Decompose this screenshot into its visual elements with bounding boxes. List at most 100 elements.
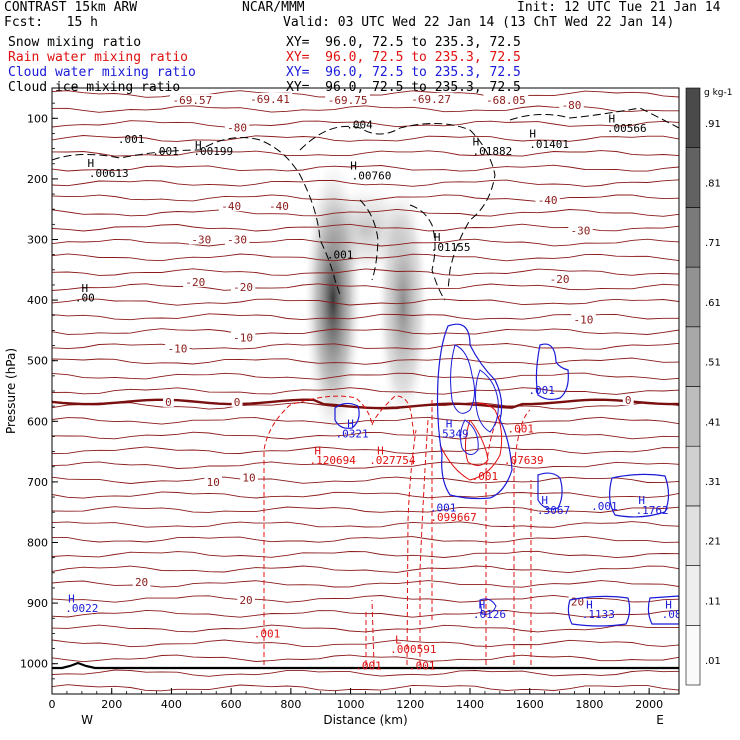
- isotherm-line: [52, 535, 679, 543]
- y-tick-label: 800: [27, 537, 48, 550]
- field-annotation: H: [446, 418, 453, 431]
- cloud-ice-contour: [359, 199, 379, 281]
- isotherm-label: -30: [191, 234, 211, 247]
- field-annotation: H: [609, 112, 616, 125]
- x-tick-label: 1000: [337, 698, 365, 711]
- rain-contour: [406, 429, 417, 666]
- field-annotation: .001: [355, 660, 382, 673]
- y-tick-label: 300: [27, 234, 48, 247]
- isotherm-line: [52, 179, 679, 187]
- field-annotation: .3067: [537, 504, 570, 517]
- field-label-snow: Snow mixing ratio: [8, 35, 142, 50]
- field-annotation: .1762: [636, 504, 669, 517]
- field-annotation: H: [479, 598, 486, 611]
- field-annotation: H: [541, 494, 548, 507]
- field-annotation: H: [195, 139, 202, 152]
- cloud-ice-contour: [299, 122, 496, 291]
- isotherm-line: [52, 580, 679, 588]
- field-annotation: .004: [346, 118, 373, 131]
- isotherm-label-bg: [231, 395, 243, 407]
- colorbar-tick-label: .01: [705, 656, 721, 667]
- isotherm-line: [52, 387, 679, 395]
- cloud-water-contour: [450, 344, 476, 414]
- field-annotation: .07639: [504, 454, 544, 467]
- x-tick-label: 800: [280, 698, 301, 711]
- isotherm-line: [52, 446, 679, 455]
- isotherm-label-bg: [240, 471, 258, 483]
- cloud-ice-contour: [509, 107, 679, 129]
- colorbar-tick-label: .71: [705, 238, 721, 249]
- isotherm-label: -80: [227, 121, 247, 134]
- field-annotation: .00199: [193, 145, 233, 158]
- field-annotation: .001: [472, 470, 499, 483]
- field-annotation: .5349: [436, 427, 469, 440]
- y-tick-label: 400: [27, 294, 48, 307]
- isotherm-line: [52, 194, 679, 202]
- field-annotation: .00613: [89, 167, 129, 180]
- field-label-cloud-water: Cloud water mixing ratio: [8, 65, 196, 80]
- isotherm-line: [52, 268, 679, 276]
- isotherm-label: -69.41: [250, 93, 290, 106]
- field-annotation: .027754: [369, 454, 416, 467]
- isotherm-label: 20: [239, 594, 252, 607]
- cloud-water-contour: [647, 595, 679, 625]
- field-annotation: .000591: [390, 643, 436, 656]
- isotherm-line: [52, 238, 679, 247]
- colorbar-swatch: [685, 565, 701, 626]
- isotherm-label-bg: [559, 98, 584, 110]
- field-annotation: H: [586, 598, 593, 611]
- field-xy-snow: XY= 96.0, 72.5 to 235.3, 72.5: [286, 35, 521, 50]
- isotherm-line: [52, 253, 679, 262]
- isotherm-line: [52, 208, 679, 217]
- y-tick-label: 600: [27, 415, 48, 428]
- isotherm-label-bg: [132, 575, 151, 587]
- isotherm-label: -20: [233, 281, 253, 294]
- isotherm-label-bg: [224, 121, 250, 133]
- isotherm-label: -10: [167, 343, 187, 356]
- isotherm-label: -20: [550, 273, 570, 286]
- field-annotation: .1133: [582, 608, 615, 621]
- isotherm-label-bg: [218, 200, 244, 212]
- cloud-ice-contour: [409, 204, 446, 301]
- colorbar-tick-label: .31: [705, 477, 721, 488]
- isotherm-line: [52, 565, 679, 574]
- field-xy-rain: XY= 96.0, 72.5 to 235.3, 72.5: [286, 50, 521, 65]
- isotherm-label: -69.27: [411, 93, 451, 106]
- isotherm-line: [52, 342, 679, 350]
- isotherm-label-bg: [169, 94, 215, 106]
- colorbar-swatch: [685, 87, 701, 149]
- isotherm-label: 20: [571, 595, 584, 608]
- y-tick-label: 100: [27, 112, 48, 125]
- west-label: W: [81, 713, 93, 727]
- field-annotation: .001: [528, 384, 555, 397]
- y-tick-label: 700: [27, 476, 48, 489]
- colorbar: .01 .11 .21 .31 .41 .51 .61 .71 .81 .91 g kg-1: [685, 87, 732, 686]
- y-tick-label: 900: [27, 597, 48, 610]
- isotherm-line: [52, 357, 679, 365]
- rain-contour: [513, 409, 531, 665]
- field-annotation: .00760: [352, 169, 392, 182]
- isotherm-label-bg: [163, 395, 174, 407]
- cloud-water-contour: [609, 473, 670, 518]
- cloud-ice-contours: [52, 107, 679, 301]
- field-annotations: H.001.001.00199H.00613.004H.00760H.01882…: [65, 112, 679, 673]
- field-label-rain: Rain water mixing ratio: [8, 50, 189, 65]
- isotherm-label: -69.57: [172, 94, 212, 107]
- temperature-isotherms: -69.57 -69.41 -69.75 -69.27 -68.05 -80 -80 -40 -…: [52, 90, 679, 692]
- isotherm-line: [52, 491, 679, 499]
- isotherm-label-bg: [568, 595, 587, 607]
- isotherm-line: [52, 684, 679, 692]
- x-tick-label: 400: [161, 698, 182, 711]
- field-annotation: .00: [75, 292, 95, 305]
- isotherm-label-bg: [483, 94, 529, 106]
- isotherm-line: [52, 372, 679, 381]
- isotherm-label-bg: [325, 94, 370, 106]
- isotherm-line: [52, 164, 679, 172]
- isotherm-label: -20: [185, 276, 205, 289]
- field-annotation: H: [638, 494, 645, 507]
- isotherm-label: -69.75: [328, 94, 368, 107]
- field-annotation: .001: [118, 133, 145, 146]
- field-xy-cloud-water: XY= 96.0, 72.5 to 235.3, 72.5: [286, 65, 521, 80]
- rain-contour: [263, 395, 373, 665]
